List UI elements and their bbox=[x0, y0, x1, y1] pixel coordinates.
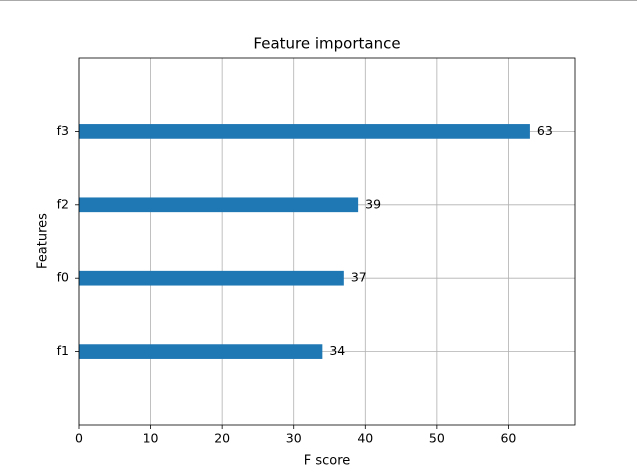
y-tick-label: f0 bbox=[57, 270, 69, 285]
x-tick-label: 0 bbox=[75, 431, 83, 446]
bar bbox=[79, 124, 530, 139]
value-label: 39 bbox=[365, 196, 381, 211]
bar bbox=[79, 344, 323, 359]
bar bbox=[79, 197, 359, 213]
y-tick-label: f2 bbox=[57, 196, 69, 211]
axes-frame bbox=[78, 57, 576, 426]
bar bbox=[79, 270, 344, 286]
x-tick-label: 30 bbox=[286, 431, 302, 446]
x-axis-label: F score bbox=[304, 454, 351, 469]
x-tick-label: 50 bbox=[429, 431, 445, 446]
y-tick-label: f1 bbox=[57, 343, 69, 358]
value-label: 37 bbox=[351, 270, 367, 285]
y-tick-label: f3 bbox=[57, 123, 69, 138]
y-axis-label: Features bbox=[36, 213, 51, 269]
chart-title: Feature importance bbox=[253, 35, 400, 53]
x-tick-label: 40 bbox=[357, 431, 373, 446]
x-tick-label: 20 bbox=[214, 431, 230, 446]
x-tick-label: 10 bbox=[143, 431, 159, 446]
value-label: 34 bbox=[329, 343, 345, 358]
x-tick-label: 60 bbox=[500, 431, 516, 446]
value-label: 63 bbox=[537, 123, 553, 138]
